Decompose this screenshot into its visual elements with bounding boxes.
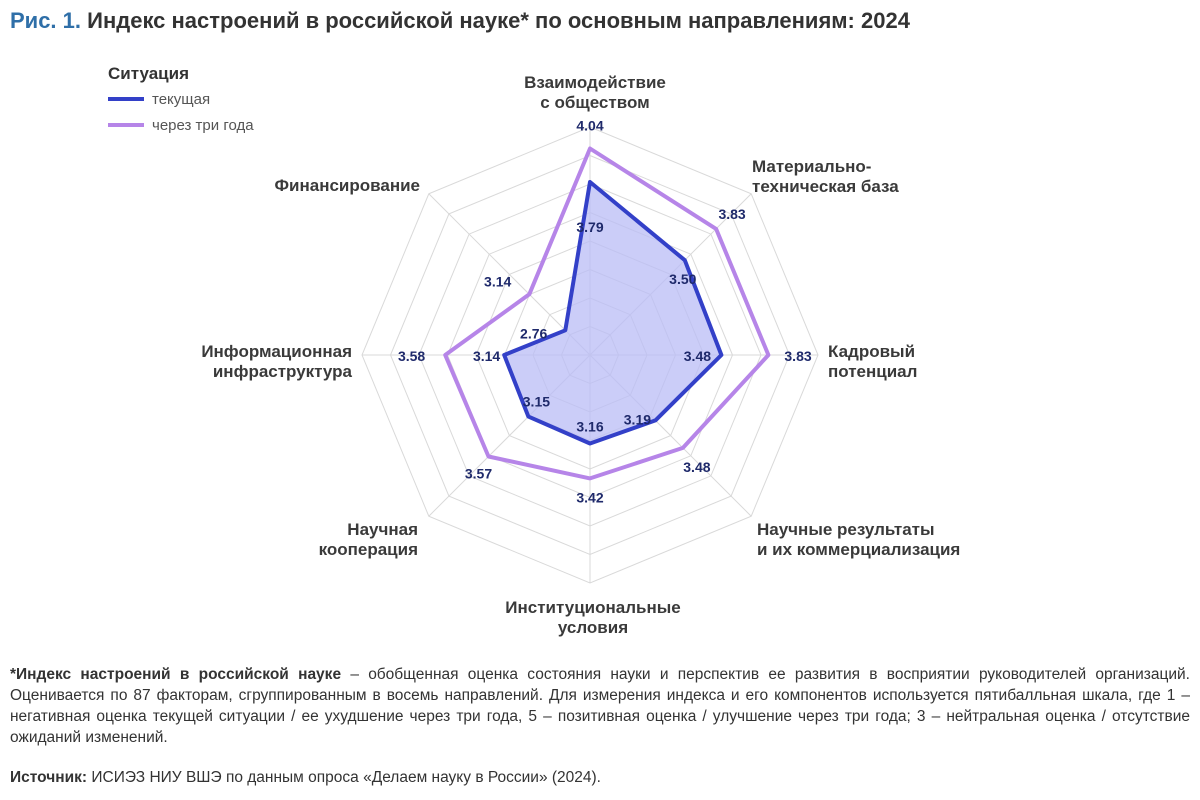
series-current-line: [502, 180, 724, 446]
radar-labels: 4.04 3.83 3.83 3.48 3.42 3.57 3.58 3.14 3.79 3.50…: [201, 73, 960, 637]
axis-label: Материально-техническая база: [752, 157, 899, 196]
radar-chart: 4.04 3.83 3.83 3.48 3.42 3.57 3.58 3.14 3.79 3.50…: [108, 64, 960, 637]
source-label: Источник:: [10, 769, 88, 786]
value-label-current: 3.79: [576, 219, 603, 235]
axis-label: Кадровый потенциал: [828, 342, 917, 381]
value-label-future: 3.83: [784, 348, 811, 364]
value-label-current: 2.76: [520, 325, 547, 341]
radar-series: [443, 146, 771, 481]
figure-number: Рис. 1.: [10, 8, 82, 33]
value-label-current: 3.48: [684, 348, 711, 364]
legend-label-future: через три года: [152, 117, 254, 134]
value-label-current: 3.14: [473, 348, 500, 364]
axis-label: Взаимодействие с обществом: [524, 73, 666, 112]
value-label-current: 3.15: [523, 394, 550, 410]
value-label-current: 3.50: [669, 271, 696, 287]
axis-label: Научная кооперация: [319, 520, 418, 559]
footnote-text: – обобщенная оценка состояния науки и пе…: [10, 666, 1190, 746]
chart-title: Рис. 1. Индекс настроений в российской н…: [10, 8, 910, 34]
value-label-future: 3.14: [484, 273, 511, 289]
axis-label: Институциональные условия: [505, 598, 680, 637]
value-label-future: 3.83: [718, 206, 745, 222]
value-label-future: 3.58: [398, 348, 425, 364]
source-text: ИСИЭЗ НИУ ВШЭ по данным опроса «Делаем н…: [87, 769, 601, 786]
axis-label: Научные результаты и их коммерциализация: [757, 520, 960, 559]
axis-label: Финансирование: [275, 176, 420, 195]
value-label-future: 3.48: [683, 459, 710, 475]
source-note: Источник: ИСИЭЗ НИУ ВШЭ по данным опроса…: [10, 769, 601, 787]
footnote-term: *Индекс настроений в российской науке: [10, 666, 342, 683]
value-label-current: 3.19: [624, 411, 651, 427]
value-label-future: 3.42: [576, 489, 603, 505]
legend: Ситуация текущая через три года: [108, 64, 254, 134]
legend-title: Ситуация: [108, 64, 189, 83]
value-label-future: 4.04: [576, 118, 603, 134]
legend-label-current: текущая: [152, 91, 210, 108]
title-text: Индекс настроений в российской науке* по…: [87, 8, 910, 33]
value-label-current: 3.16: [576, 419, 603, 435]
value-label-future: 3.57: [465, 466, 492, 482]
footnote: *Индекс настроений в российской науке – …: [10, 664, 1190, 748]
axis-label: Информационная инфраструктура: [201, 342, 352, 381]
grid-spoke: [428, 193, 591, 356]
series-future-line: [443, 146, 771, 481]
